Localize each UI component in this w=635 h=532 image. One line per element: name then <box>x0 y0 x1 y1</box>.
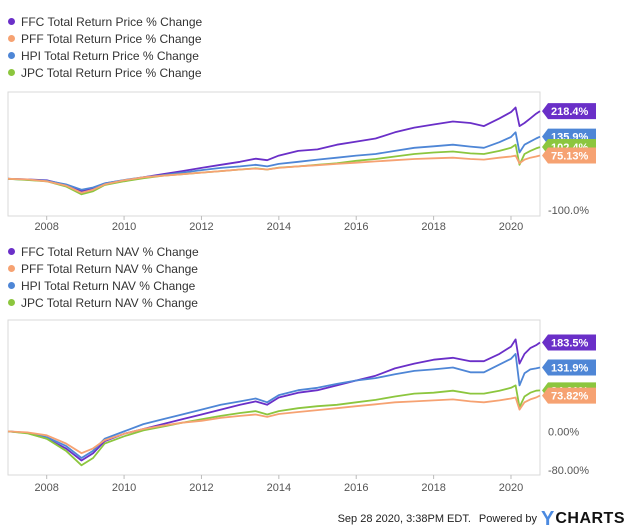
x-tick-label: 2014 <box>267 221 291 232</box>
legend-dot-jpc <box>8 299 15 306</box>
plot-frame <box>7 319 541 476</box>
nav-chart: 2008 2010 2012 2014 2016 2018 2020 0.00% -80.00%… <box>7 319 596 494</box>
series-line-hpi <box>7 131 541 191</box>
series-line-pff <box>7 394 541 455</box>
timestamp: Sep 28 2020, 3:38PM EDT. <box>337 513 471 525</box>
x-tick-label: 2008 <box>34 221 58 232</box>
series-line-pff <box>7 154 541 194</box>
end-label-text: 218.4% <box>551 106 589 118</box>
x-tick-label: 2012 <box>189 482 213 494</box>
legend-dot-ffc <box>8 248 15 255</box>
x-tick-label: 2010 <box>112 221 136 232</box>
x-tick-label: 2016 <box>344 221 368 232</box>
series-line-jpc <box>7 143 541 196</box>
end-label-pff: 73.82% <box>542 387 596 404</box>
legend-item-jpc-price[interactable]: JPC Total Return Price % Change <box>8 64 202 81</box>
legend-item-jpc-nav[interactable]: JPC Total Return NAV % Change <box>8 294 199 311</box>
legend-label: FFC Total Return Price % Change <box>21 14 203 29</box>
legend-label: FFC Total Return NAV % Change <box>21 244 199 259</box>
legend-dot-ffc <box>8 18 15 25</box>
end-label-hpi: 131.9% <box>542 359 596 376</box>
legend-dot-pff <box>8 35 15 42</box>
legend-label: JPC Total Return NAV % Change <box>21 295 198 310</box>
x-tick-label: 2010 <box>112 482 136 494</box>
x-tick-label: 2014 <box>267 482 291 494</box>
legend-dot-hpi <box>8 282 15 289</box>
legend-label: HPI Total Return NAV % Change <box>21 278 196 293</box>
end-label-text: 131.9% <box>551 363 589 375</box>
x-tick-label: 2012 <box>189 221 213 232</box>
series-line-ffc <box>7 338 541 462</box>
x-tick-label: 2018 <box>421 221 445 232</box>
legend-label: PFF Total Return Price % Change <box>21 31 202 46</box>
end-label-pff: 75.13% <box>542 147 596 164</box>
x-tick-label: 2016 <box>344 482 368 494</box>
footer: Sep 28 2020, 3:38PM EDT. Powered by Y CH… <box>337 508 625 530</box>
ycharts-logo-text: CHARTS <box>555 510 625 527</box>
x-tick-label: 2018 <box>421 482 445 494</box>
end-label-ffc: 183.5% <box>542 334 596 351</box>
end-label-ffc: 218.4% <box>542 103 596 120</box>
series-line-ffc <box>7 106 541 193</box>
series-line-jpc <box>7 384 541 467</box>
series-line-hpi <box>7 353 541 459</box>
price-chart: 2008 2010 2012 2014 2016 2018 2020 -100.0% 218.4… <box>7 91 596 232</box>
y-tick-label: -80.00% <box>548 465 589 477</box>
legend-label: HPI Total Return Price % Change <box>21 48 199 63</box>
end-label-text: 73.82% <box>551 391 589 403</box>
legend-item-hpi-nav[interactable]: HPI Total Return NAV % Change <box>8 277 199 294</box>
legend-label: PFF Total Return NAV % Change <box>21 261 198 276</box>
price-legend: FFC Total Return Price % Change PFF Tota… <box>8 13 202 81</box>
end-label-text: 75.13% <box>551 151 589 163</box>
legend-dot-pff <box>8 265 15 272</box>
legend-dot-jpc <box>8 69 15 76</box>
legend-item-ffc-nav[interactable]: FFC Total Return NAV % Change <box>8 243 199 260</box>
x-tick-label: 2020 <box>499 482 523 494</box>
end-label-text: 183.5% <box>551 338 589 350</box>
legend-item-hpi-price[interactable]: HPI Total Return Price % Change <box>8 47 202 64</box>
legend-dot-hpi <box>8 52 15 59</box>
ycharts-logo-y: Y <box>540 508 555 530</box>
ycharts-logo[interactable]: Y CHARTS <box>540 508 625 530</box>
x-tick-label: 2008 <box>34 482 58 494</box>
y-tick-label: 0.00% <box>548 426 579 438</box>
legend-label: JPC Total Return Price % Change <box>21 65 202 80</box>
x-tick-label: 2020 <box>499 221 523 232</box>
legend-item-pff-nav[interactable]: PFF Total Return NAV % Change <box>8 260 199 277</box>
legend-item-pff-price[interactable]: PFF Total Return Price % Change <box>8 30 202 47</box>
nav-legend: FFC Total Return NAV % Change PFF Total … <box>8 243 199 311</box>
powered-by-text: Powered by <box>478 513 537 525</box>
y-tick-label: -100.0% <box>548 205 589 217</box>
plot-frame <box>7 91 541 217</box>
legend-item-ffc-price[interactable]: FFC Total Return Price % Change <box>8 13 202 30</box>
